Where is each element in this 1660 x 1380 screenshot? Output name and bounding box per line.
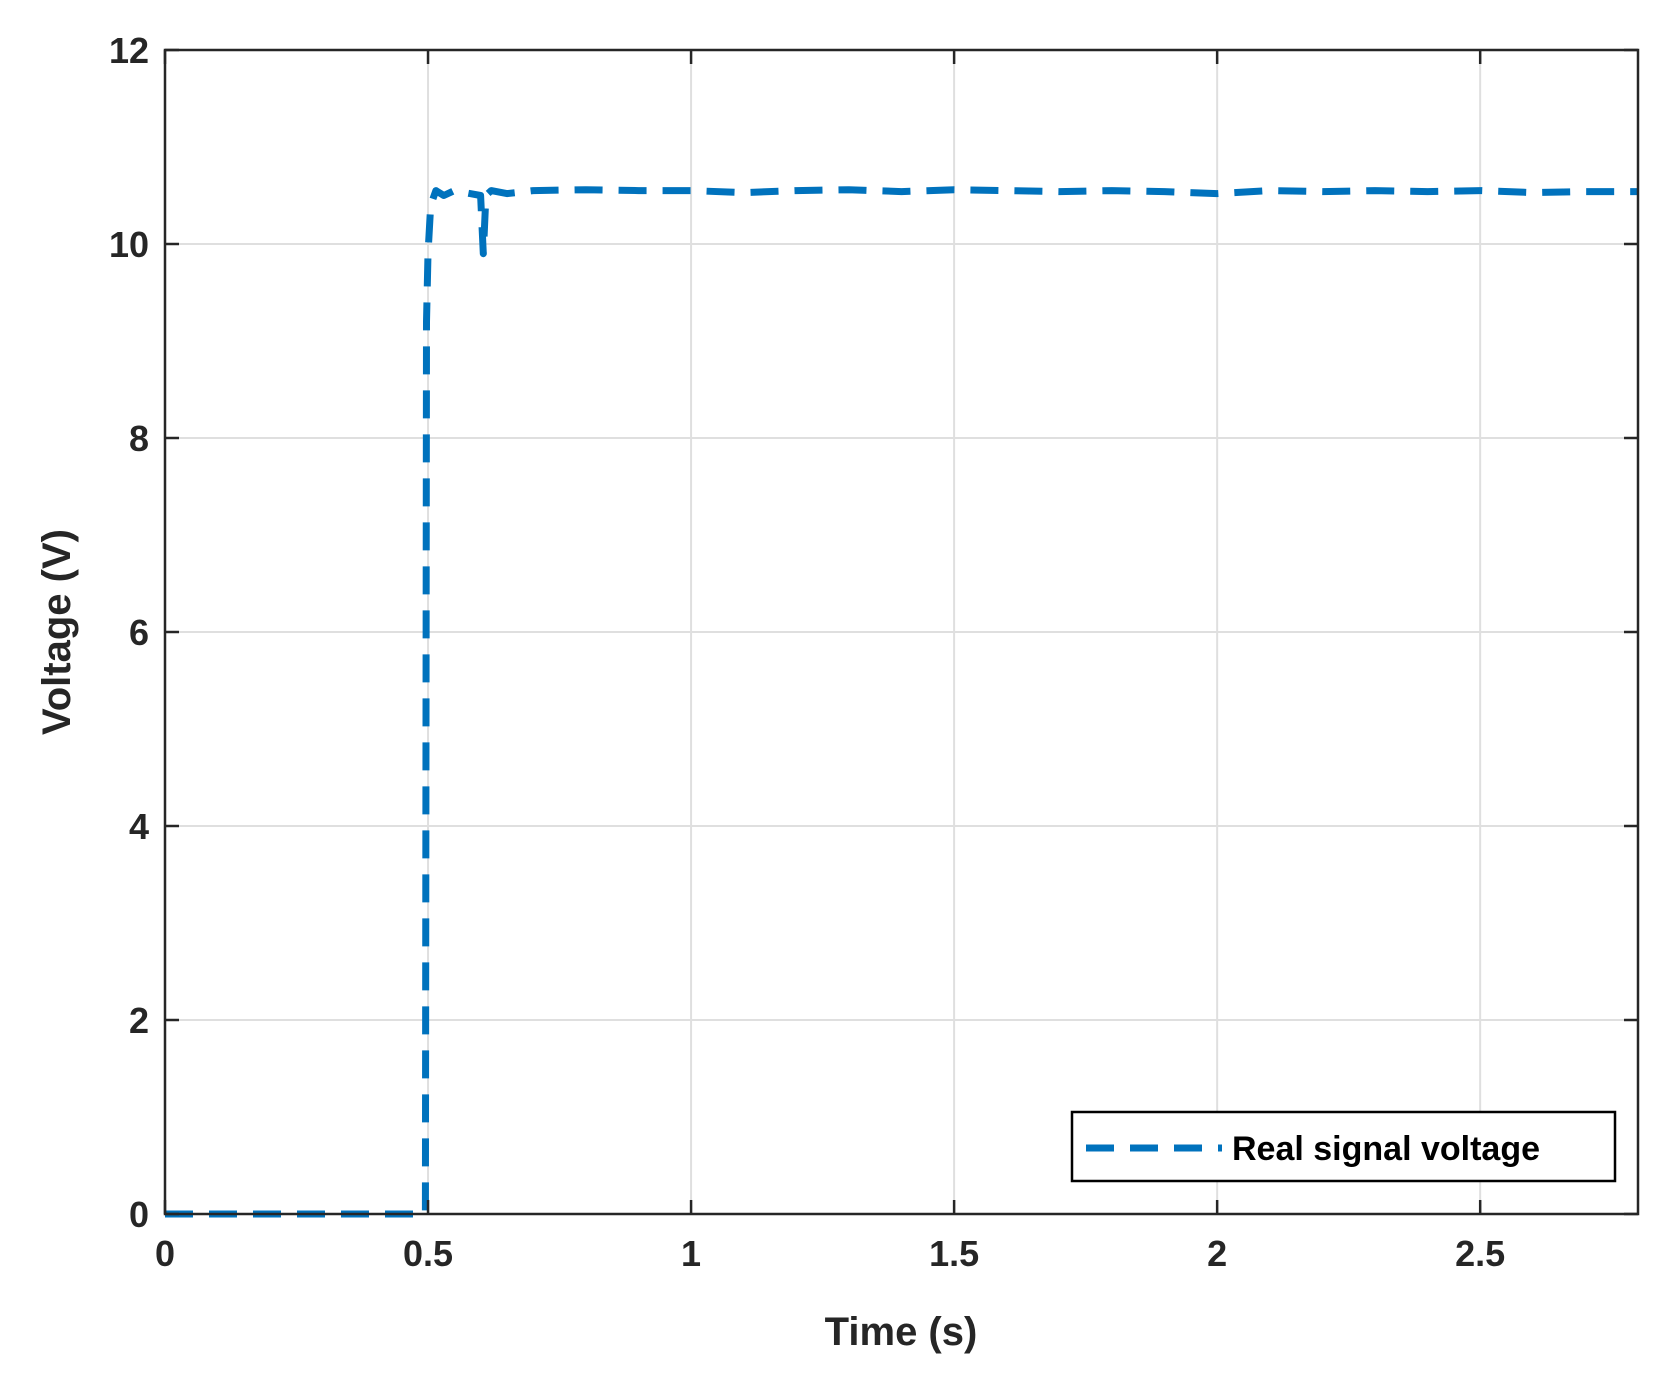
y-tick-label: 4 [129,806,149,847]
y-axis-label: Voltage (V) [35,529,79,735]
y-tick-label: 6 [129,612,149,653]
x-tick-label: 1.5 [929,1233,979,1274]
x-tick-labels: 0 0.5 1 1.5 2 2.5 [155,1233,1505,1274]
y-tick-label: 2 [129,1000,149,1041]
y-tick-label: 12 [109,30,149,71]
series-layer [165,186,1638,1218]
ticks [163,48,1638,1216]
y-tick-label: 8 [129,418,149,459]
y-tick-label: 0 [129,1194,149,1235]
series-line-0 [165,186,1638,1218]
x-tick-label: 2.5 [1455,1233,1505,1274]
x-axis-label: Time (s) [825,1310,978,1354]
y-tick-labels: 0 2 4 6 8 10 12 [109,30,149,1235]
x-tick-label: 0 [155,1233,175,1274]
x-tick-label: 1 [681,1233,701,1274]
legend: Real signal voltage [1070,1110,1617,1183]
legend-entry-label: Real signal voltage [1232,1130,1540,1168]
x-tick-label: 2 [1207,1233,1227,1274]
y-tick-label: 10 [109,224,149,265]
x-tick-label: 0.5 [403,1233,453,1274]
legend-box [1070,1110,1617,1183]
